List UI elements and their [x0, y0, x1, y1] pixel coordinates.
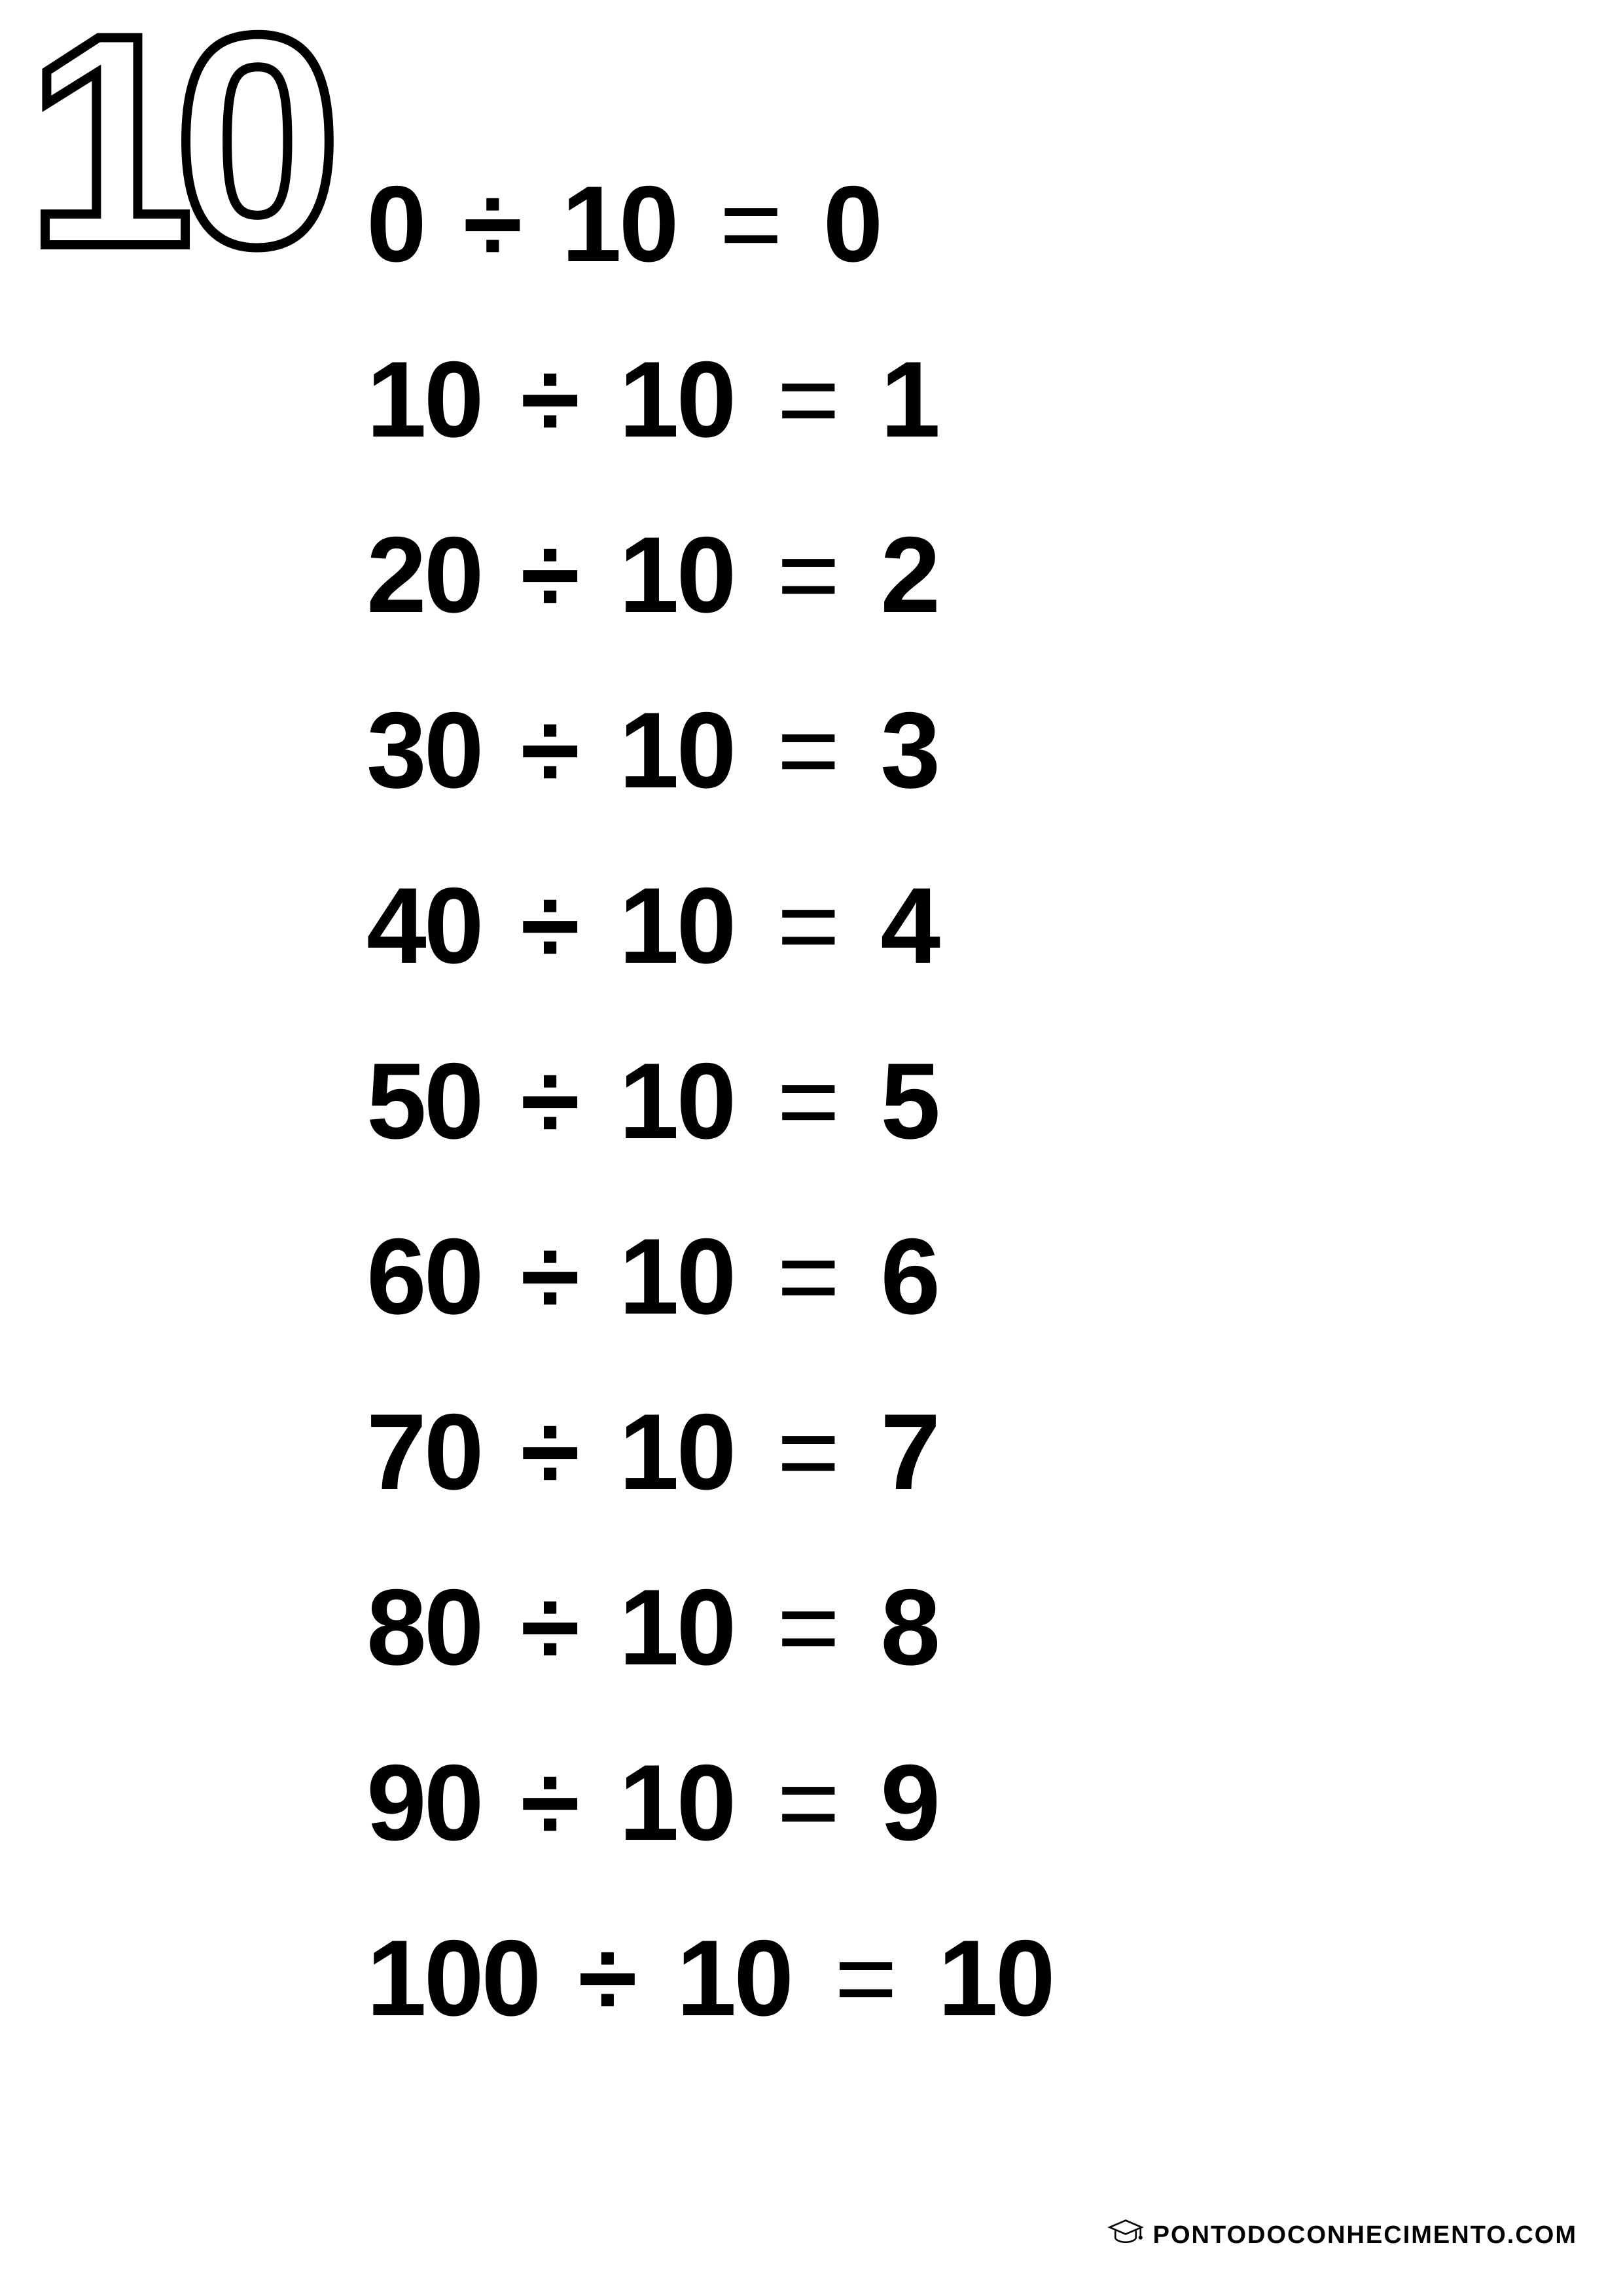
divisor: 10	[619, 1041, 734, 1161]
result: 0	[823, 164, 881, 284]
dividend: 30	[366, 690, 482, 810]
header-big-number: 10	[26, 13, 322, 269]
equation-row: 10 ÷ 10 = 1	[366, 346, 1053, 454]
divisor: 10	[619, 514, 734, 635]
dividend: 70	[366, 1391, 482, 1512]
division-sign: ÷	[520, 1567, 580, 1687]
equation-row: 100 ÷ 10 = 10	[366, 1924, 1053, 2032]
division-sign: ÷	[520, 514, 580, 635]
divisor: 10	[619, 1216, 734, 1336]
dividend: 50	[366, 1041, 482, 1161]
result: 7	[880, 1391, 938, 1512]
division-sign: ÷	[520, 1041, 580, 1161]
equation-row: 30 ÷ 10 = 3	[366, 696, 1053, 804]
divisor: 10	[619, 865, 734, 986]
divisor: 10	[562, 164, 677, 284]
divisor: 10	[619, 1391, 734, 1512]
equation-row: 0 ÷ 10 = 0	[366, 170, 1053, 278]
division-sign: ÷	[463, 164, 523, 284]
equals-sign: =	[719, 164, 779, 284]
division-sign: ÷	[578, 1918, 637, 2038]
result: 10	[938, 1918, 1053, 2038]
division-sign: ÷	[520, 1216, 580, 1336]
equals-sign: =	[777, 1391, 837, 1512]
equals-sign: =	[777, 339, 837, 459]
result: 9	[880, 1742, 938, 1863]
dividend: 40	[366, 865, 482, 986]
result: 3	[880, 690, 938, 810]
division-sign: ÷	[520, 865, 580, 986]
dividend: 20	[366, 514, 482, 635]
division-sign: ÷	[520, 690, 580, 810]
equals-sign: =	[777, 1567, 837, 1687]
equals-sign: =	[777, 1742, 837, 1863]
divisor: 10	[677, 1918, 792, 2038]
result: 1	[880, 339, 938, 459]
dividend: 100	[366, 1918, 539, 2038]
result: 6	[880, 1216, 938, 1336]
division-sign: ÷	[520, 1391, 580, 1512]
equation-row: 40 ÷ 10 = 4	[366, 872, 1053, 980]
equation-row: 50 ÷ 10 = 5	[366, 1047, 1053, 1155]
equals-sign: =	[777, 514, 837, 635]
watermark-text: PONTODOCONHECIMENTO.COM	[1153, 2221, 1577, 2250]
equation-row: 60 ÷ 10 = 6	[366, 1223, 1053, 1331]
divisor: 10	[619, 1567, 734, 1687]
equation-row: 70 ÷ 10 = 7	[366, 1398, 1053, 1506]
result: 4	[880, 865, 938, 986]
dividend: 60	[366, 1216, 482, 1336]
equation-row: 20 ÷ 10 = 2	[366, 521, 1053, 629]
footer-watermark: PONTODOCONHECIMENTO.COM	[1107, 2214, 1577, 2257]
equals-sign: =	[777, 1216, 837, 1336]
dividend: 10	[366, 339, 482, 459]
equation-row: 80 ÷ 10 = 8	[366, 1573, 1053, 1681]
dividend: 0	[366, 164, 424, 284]
equation-row: 90 ÷ 10 = 9	[366, 1749, 1053, 1857]
result: 8	[880, 1567, 938, 1687]
division-sign: ÷	[520, 1742, 580, 1863]
equals-sign: =	[777, 690, 837, 810]
division-sign: ÷	[520, 339, 580, 459]
equals-sign: =	[834, 1918, 895, 2038]
equals-sign: =	[777, 865, 837, 986]
division-table: 0 ÷ 10 = 0 10 ÷ 10 = 1 20 ÷ 10 = 2 30 ÷ …	[366, 170, 1053, 2100]
divisor: 10	[619, 1742, 734, 1863]
divisor: 10	[619, 339, 734, 459]
graduation-cap-icon	[1107, 2214, 1144, 2257]
result: 5	[880, 1041, 938, 1161]
dividend: 80	[366, 1567, 482, 1687]
dividend: 90	[366, 1742, 482, 1863]
equals-sign: =	[777, 1041, 837, 1161]
result: 2	[880, 514, 938, 635]
divisor: 10	[619, 690, 734, 810]
